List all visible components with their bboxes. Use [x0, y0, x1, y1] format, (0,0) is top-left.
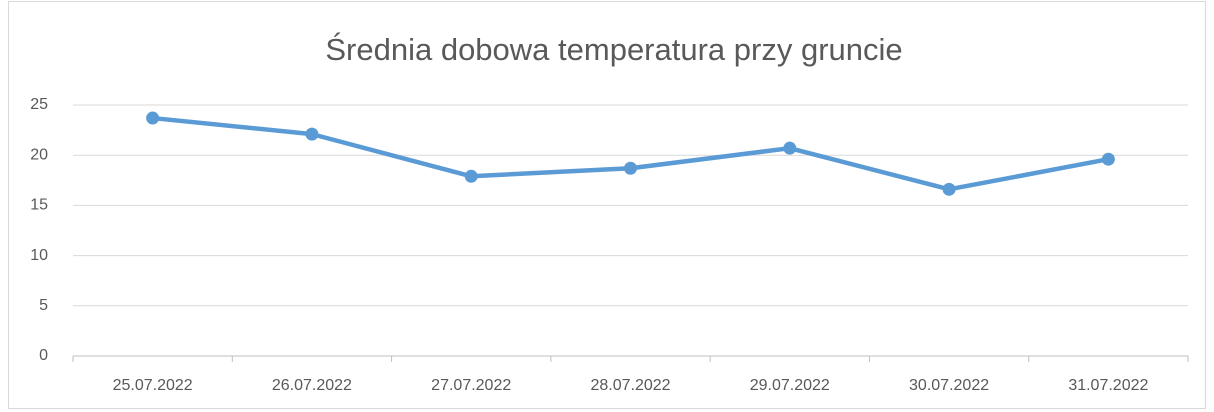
y-tick-label: 10	[30, 247, 48, 264]
x-tick-label: 26.07.2022	[272, 377, 352, 394]
y-tick-label: 25	[30, 96, 48, 113]
y-tick-label: 5	[39, 297, 48, 314]
x-tick-label: 29.07.2022	[750, 377, 830, 394]
data-point	[305, 127, 319, 141]
data-point	[1101, 152, 1115, 166]
x-tick-label: 28.07.2022	[590, 377, 670, 394]
data-point	[464, 169, 478, 183]
data-point	[942, 182, 956, 196]
x-tick-label: 27.07.2022	[431, 377, 511, 394]
x-tick-label: 25.07.2022	[113, 377, 193, 394]
y-tick-label: 0	[39, 347, 48, 364]
y-tick-label: 15	[30, 197, 48, 214]
x-tick-label: 31.07.2022	[1068, 377, 1148, 394]
data-point	[146, 111, 160, 125]
data-point	[783, 141, 797, 155]
data-point	[624, 161, 637, 175]
chart-title: Średnia dobowa temperatura przy gruncie	[325, 31, 902, 67]
x-tick-label: 30.07.2022	[909, 377, 989, 394]
y-tick-label: 20	[30, 146, 48, 163]
